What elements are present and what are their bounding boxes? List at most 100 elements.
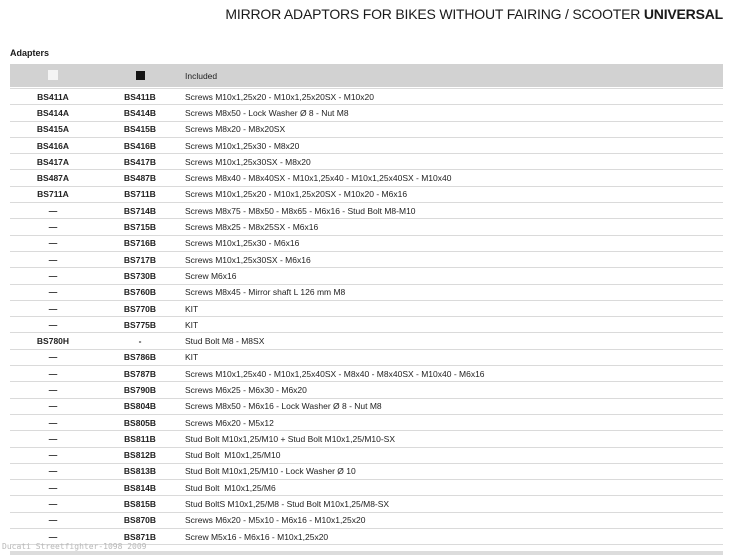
adapter-code-b: BS870B [123,515,157,526]
table-row: — BS790B Screws M6x25 - M6x30 - M6x20 [10,381,723,397]
included-parts: Screws M10x1,25x30SX - M6x16 [185,254,311,265]
included-parts: Screws M10x1,25x30 - M6x16 [185,238,300,249]
included-parts: Screws M8x50 - M6x16 - Lock Washer Ø 8 -… [185,401,382,412]
black-square-icon [135,70,145,80]
adapter-code-a: — [48,352,58,363]
included-parts: Screws M10x1,25x30SX - M8x20 [185,156,311,167]
table-row: — BS811B Stud Bolt M10x1,25/M10 + Stud B… [10,430,723,446]
adapter-code-a: BS417A [36,156,70,167]
table-row: BS416A BS416B Screws M10x1,25x30 - M8x20 [10,136,723,153]
adapter-code-a: — [48,499,58,510]
included-parts: Stud BoltS M10x1,25/M8 - Stud Bolt M10x1… [185,499,390,510]
adapter-code-b: BS814B [123,482,157,493]
included-parts: Screws M10x1,25x20 - M10x1,25x20SX - M10… [185,91,374,102]
adapter-code-b: BS487B [123,173,157,184]
table-row: — BS871B Screw M5x16 - M6x16 - M10x1,25x… [10,528,723,544]
adapter-code-a: — [48,303,58,314]
adapter-code-a: — [48,254,58,265]
adapter-code-b: - [138,336,142,347]
included-parts: Stud Bolt M10x1,25/M10 - Lock Washer Ø 1… [185,466,356,477]
included-parts: KIT [185,303,199,314]
adapter-code-a: — [48,222,58,233]
table-row: BS711A BS711B Screws M10x1,25x20 - M10x1… [10,185,723,202]
adapter-code-b: BS786B [123,352,157,363]
adapter-code-b: BS790B [123,384,157,395]
table-row: — BS717B Screws M10x1,25x30SX - M6x16 [10,250,723,267]
adapter-code-a: — [48,466,58,477]
adapters-section-label: Adapters [10,48,50,58]
page-title-regular: MIRROR ADAPTORS FOR BIKES WITHOUT FAIRIN… [225,6,644,22]
included-parts: Screws M10x1,25x30 - M8x20 [185,140,300,151]
included-parts: Screws M10x1,25x40 - M10x1,25x40SX - M8x… [185,368,485,379]
table-row: — BS870B Screws M6x20 - M5x10 - M6x16 - … [10,511,723,528]
adapter-code-b: BS715B [123,222,157,233]
adapter-code-b: BS760B [123,287,157,298]
adapter-code-b: BS417B [123,156,157,167]
adapter-code-b: BS716B [123,238,157,249]
table-row: BS780H - Stud Bolt M8 - M8SX [10,332,723,348]
included-parts: KIT [185,352,199,363]
table-row: — BS770B KIT [10,299,723,316]
adapter-code-a: — [48,401,58,412]
adapter-code-a: BS414A [36,107,70,118]
included-parts: Screws M6x20 - M5x10 - M6x16 - M10x1,25x… [185,515,366,526]
table-row: — BS730B Screw M6x16 [10,267,723,283]
table-row: — BS805B Screws M6x20 - M5x12 [10,413,723,430]
included-parts: Stud Bolt M10x1,25/M6 [185,482,276,493]
included-parts: Screws M8x20 - M8x20SX [185,124,286,135]
adapter-code-b: BS714B [123,205,157,216]
included-parts: Screws M8x25 - M8x25SX - M6x16 [185,222,319,233]
table-body: BS411A BS411B Screws M10x1,25x20 - M10x1… [10,88,723,546]
table-row: — BS714B Screws M8x75 - M8x50 - M8x65 - … [10,202,723,218]
adapter-code-a: — [48,384,58,395]
adapter-code-a: BS415A [36,124,70,135]
included-parts: Stud Bolt M10x1,25/M10 [185,450,281,461]
table-row: BS415A BS415B Screws M8x20 - M8x20SX [10,120,723,137]
table-row: BS414A BS414B Screws M8x50 - Lock Washer… [10,104,723,120]
adapter-code-b: BS812B [123,450,157,461]
next-section-band [10,551,723,555]
table-row: — BS716B Screws M10x1,25x30 - M6x16 [10,234,723,251]
adapter-code-a: BS411A [37,91,69,102]
included-parts: Screws M8x50 - Lock Washer Ø 8 - Nut M8 [185,107,349,118]
adapter-code-b: BS811B [124,433,156,444]
adapter-code-a: — [48,205,58,216]
adapter-code-a: BS416A [36,140,70,151]
adapter-code-b: BS770B [123,303,157,314]
table-row: — BS815B Stud BoltS M10x1,25/M8 - Stud B… [10,495,723,511]
included-parts: Screws M8x45 - Mirror shaft L 126 mm M8 [185,287,346,298]
table-row: — BS715B Screws M8x25 - M8x25SX - M6x16 [10,218,723,234]
table-row: — BS787B Screws M10x1,25x40 - M10x1,25x4… [10,365,723,381]
included-parts: Screws M10x1,25x20 - M10x1,25x20SX - M10… [185,189,408,200]
white-square-icon [48,70,58,81]
table-row: — BS775B KIT [10,316,723,332]
adapter-code-b: BS415B [123,124,157,135]
adapter-code-a: — [48,238,58,249]
table-row: — BS804B Screws M8x50 - M6x16 - Lock Was… [10,397,723,414]
adapter-code-a: — [48,287,58,298]
adapter-code-b: BS414B [123,107,157,118]
column-header-included: Included [185,70,218,81]
adapter-code-a: — [48,531,58,542]
table-row: BS411A BS411B Screws M10x1,25x20 - M10x1… [10,88,723,104]
table-row: — BS813B Stud Bolt M10x1,25/M10 - Lock W… [10,462,723,479]
table-row: BS487A BS487B Screws M8x40 - M8x40SX - M… [10,169,723,185]
adapter-code-a: — [48,515,58,526]
adapter-code-b: BS805B [123,417,157,428]
adapter-code-a: — [48,319,58,330]
adapter-code-a: — [48,433,58,444]
adapter-code-a: — [48,482,58,493]
included-parts: KIT [185,319,199,330]
adapter-code-b: BS730B [123,270,157,281]
table-row: — BS760B Screws M8x45 - Mirror shaft L 1… [10,283,723,300]
table-header-row: Included [10,64,723,87]
column-header-a [10,67,96,85]
adapter-code-b: BS775B [123,319,157,330]
adapter-code-a: — [48,368,58,379]
adapter-code-a: — [48,417,58,428]
adapter-code-a: BS711A [37,189,69,200]
adapter-code-a: — [48,270,58,281]
adapter-code-b: BS871B [123,531,157,542]
column-header-b [96,67,184,85]
